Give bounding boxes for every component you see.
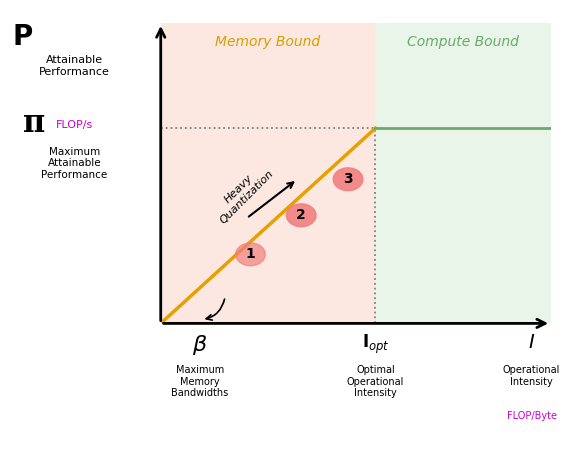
Text: Heavy
Quantization: Heavy Quantization [210,160,276,225]
Text: FLOP/s: FLOP/s [56,120,93,130]
Text: Attainable
Performance: Attainable Performance [39,55,110,77]
Text: 1: 1 [246,247,255,261]
Text: $I$: $I$ [528,333,535,352]
Text: Maximum
Attainable
Performance: Maximum Attainable Performance [41,147,108,180]
Bar [161,23,375,323]
Text: Compute Bound: Compute Bound [408,35,519,49]
Circle shape [333,168,363,191]
Circle shape [236,243,265,266]
Text: $\beta$: $\beta$ [192,333,208,357]
Bar [375,23,551,323]
Text: Memory Bound: Memory Bound [215,35,321,49]
Text: 2: 2 [296,208,306,222]
Text: Maximum
Memory
Bandwidths: Maximum Memory Bandwidths [171,365,228,398]
Text: π: π [24,108,45,139]
Text: Operational
Intensity: Operational Intensity [503,365,560,387]
Text: $\mathbf{I}_{opt}$: $\mathbf{I}_{opt}$ [362,333,389,356]
Text: FLOP/Byte: FLOP/Byte [506,411,557,421]
Text: 3: 3 [343,172,353,186]
Circle shape [286,204,316,227]
Text: Optimal
Operational
Intensity: Optimal Operational Intensity [347,365,404,398]
Text: P: P [13,23,33,51]
